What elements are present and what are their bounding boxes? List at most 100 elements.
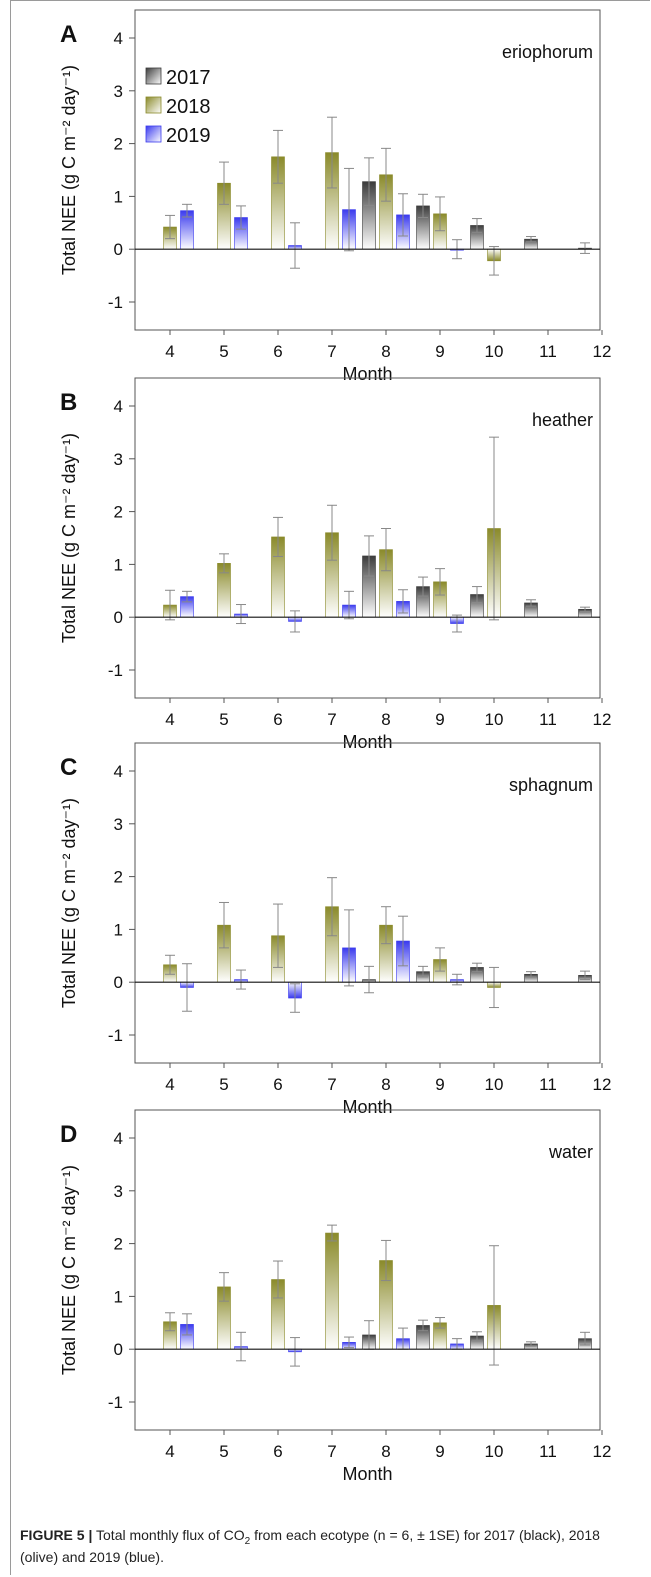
- x-tick-label: 10: [485, 710, 504, 729]
- y-tick-label: 1: [114, 1287, 123, 1306]
- error-bar: [165, 954, 175, 975]
- error-bar: [580, 970, 590, 981]
- error-bar: [398, 589, 408, 614]
- legend-item-2018: 2018: [145, 96, 211, 118]
- y-tick-label: 4: [114, 29, 123, 48]
- error-bar: [344, 167, 354, 252]
- error-bar: [452, 614, 462, 633]
- error-bar: [327, 116, 337, 189]
- y-tick-label: 3: [114, 1182, 123, 1201]
- error-bar: [273, 1260, 283, 1299]
- legend-item-2017: 2017: [145, 67, 211, 89]
- x-tick-label: 5: [219, 710, 228, 729]
- error-bar: [364, 157, 374, 206]
- x-tick-label: 5: [219, 342, 228, 361]
- site-label: water: [548, 1142, 593, 1162]
- y-tick-label: -1: [108, 1393, 123, 1412]
- x-tick-label: 6: [273, 342, 282, 361]
- error-bar: [381, 1239, 391, 1282]
- error-bar: [398, 915, 408, 967]
- error-bar: [472, 1331, 482, 1341]
- error-bar: [418, 576, 428, 597]
- x-axis-label: Month: [342, 364, 392, 384]
- error-bar: [381, 527, 391, 572]
- y-tick-label: 0: [114, 608, 123, 627]
- error-bar: [182, 963, 192, 1012]
- caption-subscript: 2: [244, 1535, 251, 1547]
- legend-label: 2018: [166, 96, 211, 118]
- panel-label: C: [60, 754, 77, 781]
- error-bar: [273, 903, 283, 968]
- error-bar: [236, 1331, 246, 1362]
- y-tick-label: 1: [114, 920, 123, 939]
- error-bar: [381, 906, 391, 945]
- x-tick-label: 5: [219, 1442, 228, 1461]
- error-bar: [236, 604, 246, 625]
- x-tick-label: 6: [273, 710, 282, 729]
- x-tick-label: 11: [539, 710, 557, 729]
- error-bar: [435, 947, 445, 972]
- x-tick-label: 9: [435, 1075, 444, 1094]
- y-axis-label: Total NEE (g C m⁻² day⁻¹): [59, 433, 79, 643]
- x-tick-label: 10: [485, 342, 504, 361]
- error-bar: [418, 1319, 428, 1332]
- y-axis-label: Total NEE (g C m⁻² day⁻¹): [59, 798, 79, 1008]
- y-tick-label: 2: [114, 503, 123, 522]
- x-tick-label: 8: [381, 1442, 390, 1461]
- x-tick-label: 4: [165, 710, 174, 729]
- error-bar: [418, 965, 428, 978]
- error-bar: [165, 214, 175, 240]
- error-bar: [580, 242, 590, 254]
- legend-swatch: [145, 67, 162, 85]
- error-bar: [290, 610, 300, 633]
- error-bar: [290, 222, 300, 269]
- caption-text-2: from each ecotype (n = 6, ± 1SE) for 201…: [20, 1527, 600, 1565]
- x-tick-label: 4: [165, 1075, 174, 1094]
- error-bar: [489, 246, 499, 276]
- error-bar: [344, 1336, 354, 1349]
- y-tick-label: 0: [114, 240, 123, 259]
- error-bar: [236, 969, 246, 990]
- caption-figure-label: FIGURE 5 |: [20, 1527, 93, 1543]
- x-tick-label: 10: [485, 1075, 504, 1094]
- y-axis-label: Total NEE (g C m⁻² day⁻¹): [59, 65, 79, 275]
- error-bar: [472, 218, 482, 233]
- figure-frame: [10, 0, 650, 1575]
- panel-label: A: [60, 21, 77, 48]
- error-bar: [526, 1341, 536, 1347]
- plot-frame: [134, 1109, 601, 1431]
- error-bar: [165, 1312, 175, 1332]
- error-bar: [165, 589, 175, 621]
- x-axis-label: Month: [342, 732, 392, 752]
- error-bar: [327, 1224, 337, 1242]
- error-bar: [526, 236, 536, 243]
- x-axis-label: Month: [342, 1464, 392, 1484]
- error-bar: [435, 1317, 445, 1329]
- error-bar: [236, 205, 246, 230]
- error-bar: [219, 553, 229, 574]
- error-bar: [182, 590, 192, 603]
- x-tick-label: 9: [435, 1442, 444, 1461]
- error-bar: [398, 193, 408, 237]
- x-tick-label: 7: [327, 1442, 336, 1461]
- error-bar: [381, 147, 391, 202]
- error-bar: [219, 1272, 229, 1302]
- x-tick-label: 5: [219, 1075, 228, 1094]
- error-bar: [472, 962, 482, 973]
- y-tick-label: -1: [108, 293, 123, 312]
- legend-item-2019: 2019: [145, 125, 211, 147]
- y-tick-label: 0: [114, 1340, 123, 1359]
- x-tick-label: 11: [539, 342, 557, 361]
- plot-frame: [134, 742, 601, 1064]
- x-tick-label: 12: [593, 342, 612, 361]
- error-bar: [526, 599, 536, 607]
- x-tick-label: 7: [327, 342, 336, 361]
- error-bar: [489, 1245, 499, 1366]
- y-tick-label: 3: [114, 815, 123, 834]
- x-tick-label: 8: [381, 342, 390, 361]
- x-tick-label: 10: [485, 1442, 504, 1461]
